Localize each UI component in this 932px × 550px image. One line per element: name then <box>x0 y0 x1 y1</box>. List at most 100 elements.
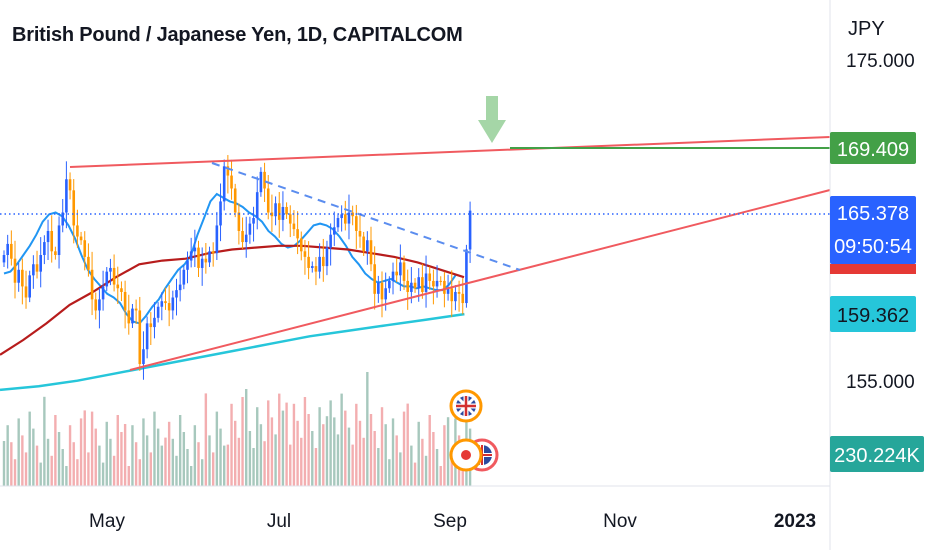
volume-bar <box>57 432 61 486</box>
candle-body <box>120 288 123 292</box>
candle-body <box>380 282 384 300</box>
event-uk-icon[interactable] <box>449 389 483 423</box>
volume-bar <box>333 417 336 486</box>
candle-body <box>116 284 120 289</box>
volume-bar <box>112 455 116 486</box>
volume-bar <box>450 459 453 486</box>
volume-bar <box>79 418 83 486</box>
y-tick: 175.000 <box>846 51 915 72</box>
volume-bar <box>347 427 351 486</box>
candle-body <box>263 171 266 189</box>
volume-bar <box>10 442 13 486</box>
volume-bar <box>373 431 376 486</box>
volume-bar <box>399 452 402 486</box>
candle-body <box>391 271 395 281</box>
volume-bar <box>105 421 108 486</box>
volume-bar <box>32 428 35 486</box>
volume-bar <box>300 437 303 486</box>
price-tag-ma[interactable]: 159.362 <box>830 296 916 332</box>
price-tags: 169.409 165.378 09:50:54 159.362 230.224… <box>830 132 924 472</box>
drawings <box>0 96 831 371</box>
candle-body <box>105 271 109 287</box>
volume-bar <box>402 411 406 486</box>
down-arrow-icon[interactable] <box>478 96 506 143</box>
volume-bar <box>120 432 123 486</box>
volume-bar <box>366 372 369 486</box>
volume-bar <box>171 438 175 486</box>
candle-body <box>57 225 61 256</box>
volume-bar <box>380 407 384 486</box>
volume-bar <box>226 444 230 486</box>
candle-body <box>193 247 197 252</box>
candle-body <box>446 288 450 294</box>
volume-bar <box>358 420 362 486</box>
volume-bar <box>145 435 149 486</box>
volume-bar <box>377 448 380 486</box>
volume-bar <box>278 393 281 486</box>
candle-body <box>230 175 233 189</box>
volume-bar <box>289 444 292 486</box>
candle-body <box>454 291 457 302</box>
volume-bar <box>296 420 299 486</box>
candle-body <box>443 280 446 294</box>
volume-bar <box>160 445 164 486</box>
volume-bar <box>90 411 94 486</box>
price-tag-target[interactable]: 169.409 <box>830 132 916 164</box>
volume-bar <box>35 445 39 486</box>
candle-body <box>2 255 6 263</box>
candle-body <box>94 299 98 311</box>
bar-countdown: 09:50:54 <box>834 236 912 258</box>
candle-body <box>377 282 380 294</box>
candle-body <box>292 223 296 230</box>
volume-bar <box>101 462 105 486</box>
candle-body <box>46 230 50 243</box>
volume-bar <box>274 434 277 486</box>
candle-body <box>435 280 439 287</box>
volume-bar <box>252 448 255 486</box>
volume-bar <box>193 425 197 486</box>
candle-body <box>288 214 292 224</box>
dashed-trendline[interactable] <box>211 162 521 271</box>
candle-body <box>465 249 468 304</box>
volume-bar <box>410 445 413 486</box>
volume-bar <box>417 421 420 486</box>
candle-body <box>366 240 369 252</box>
volume-bar <box>68 425 72 486</box>
candle-body <box>76 225 79 237</box>
candle-body <box>355 216 358 231</box>
volume-bar <box>267 400 270 486</box>
volume-bar <box>76 459 79 486</box>
volume-tag[interactable]: 230.224K <box>830 436 924 472</box>
volume-bar <box>83 410 86 486</box>
price-tag-last[interactable]: 165.378 09:50:54 <box>830 196 916 264</box>
candle-body <box>142 349 145 365</box>
volume-bar <box>270 417 274 486</box>
volume-bar <box>325 416 329 486</box>
candle-body <box>439 280 443 282</box>
candle-body <box>318 256 321 272</box>
candle-body <box>369 240 373 265</box>
candle-body <box>153 317 156 328</box>
volume-bar <box>164 437 167 486</box>
candle-body <box>277 203 281 220</box>
candle-body <box>351 212 354 217</box>
candle-body <box>344 214 347 224</box>
candle-body <box>167 303 171 311</box>
volume-bar <box>87 452 90 486</box>
candle-body <box>450 288 454 302</box>
upper-trendline[interactable] <box>69 136 831 168</box>
candle-body <box>233 188 237 213</box>
volume-bar <box>204 393 208 486</box>
candle-body <box>32 264 35 276</box>
candle-body <box>461 293 465 304</box>
event-japan-icon[interactable] <box>449 438 483 472</box>
candle-body <box>28 275 31 298</box>
lower-trendline[interactable] <box>129 189 831 371</box>
candle-body <box>204 258 208 263</box>
volume-bar <box>340 393 343 486</box>
currency-label: JPY <box>848 18 885 40</box>
volume-bar <box>303 397 307 486</box>
volume-bar <box>123 424 127 486</box>
